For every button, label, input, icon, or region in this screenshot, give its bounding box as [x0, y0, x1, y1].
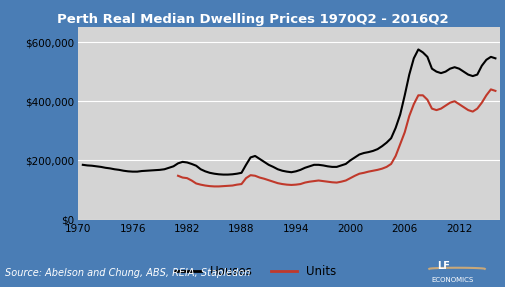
Houses [433, 70, 439, 73]
Text: LF: LF [437, 261, 449, 271]
Houses [329, 165, 335, 169]
Houses [388, 137, 394, 140]
Units [479, 101, 485, 104]
Legend: Houses, Units: Houses, Units [170, 260, 341, 282]
Text: Source: Abelson and Chung, ABS, REIA, Stapledon: Source: Abelson and Chung, ABS, REIA, St… [5, 268, 250, 278]
Units [175, 174, 181, 177]
Houses [80, 163, 86, 166]
Units [225, 184, 231, 187]
Units [465, 108, 471, 112]
Houses [415, 48, 421, 51]
Houses [411, 57, 417, 60]
Text: ECONOMICS: ECONOMICS [432, 278, 474, 283]
Houses [492, 57, 498, 60]
Text: Perth Real Median Dwelling Prices 1970Q2 - 2016Q2: Perth Real Median Dwelling Prices 1970Q2… [57, 13, 448, 26]
Units [370, 169, 376, 172]
Units [488, 88, 494, 91]
Houses [406, 73, 412, 76]
Houses [220, 173, 226, 176]
Line: Units: Units [178, 89, 495, 187]
Units [334, 181, 340, 184]
Units [492, 89, 498, 93]
Houses [420, 51, 426, 54]
Units [184, 177, 190, 180]
Units [211, 185, 217, 188]
Line: Houses: Houses [83, 49, 495, 174]
